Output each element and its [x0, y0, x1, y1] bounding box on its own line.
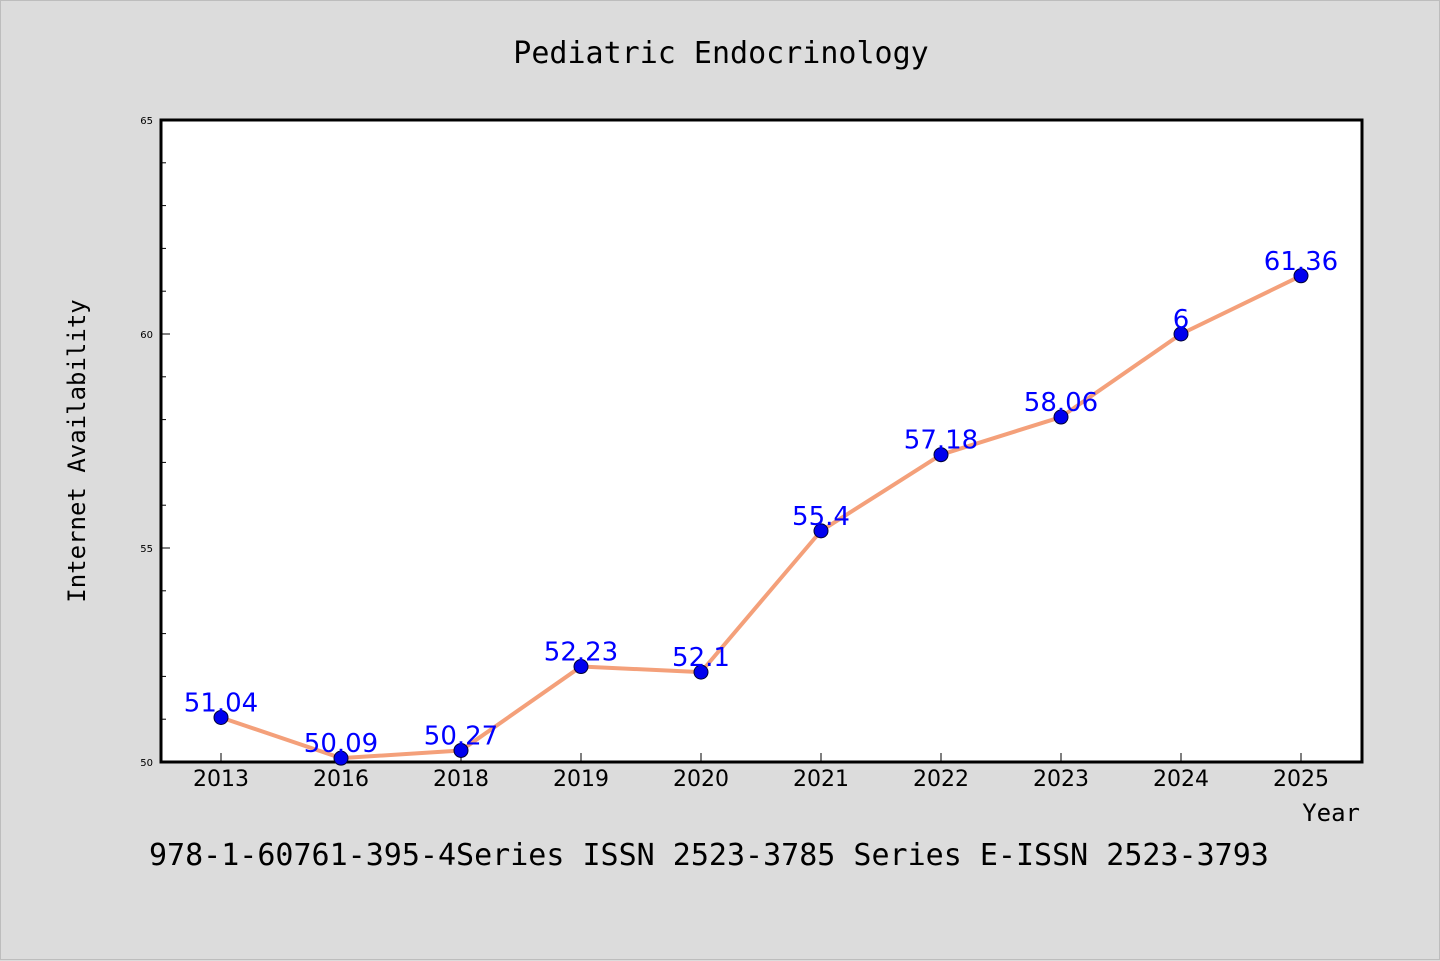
data-point — [333, 750, 349, 766]
data-label: 55.4 — [792, 502, 850, 532]
data-label: 61.36 — [1264, 247, 1338, 277]
data-label: 57.18 — [904, 426, 978, 456]
chart-title: Pediatric Endocrinology — [513, 36, 928, 71]
series-line — [219, 273, 1303, 761]
y-tick-label: 55 — [140, 544, 153, 555]
data-point — [693, 664, 709, 680]
footer-isbn-issn: 978-1-60761-395-4Series ISSN 2523-3785 S… — [149, 838, 1269, 873]
plot-area — [159, 118, 1364, 764]
data-point — [1053, 409, 1069, 425]
data-label: 58.06 — [1024, 388, 1098, 418]
data-label: 6 — [1173, 305, 1190, 335]
data-label: 51.04 — [184, 688, 258, 718]
y-tick-label: 60 — [140, 330, 153, 341]
data-label: 50.27 — [424, 721, 498, 751]
data-point — [1173, 326, 1189, 342]
series-group: 51.04 50.09 50.27 52.23 52.1 55.4 57.18 58.06 6 6… — [184, 247, 1338, 766]
x-tick-label: 2019 — [553, 767, 609, 792]
x-tick-label: 2021 — [793, 767, 849, 792]
data-point — [813, 523, 829, 539]
y-axis: 50 55 60 65 — [140, 116, 170, 769]
data-label: 52.1 — [672, 643, 730, 673]
x-tick-label: 2013 — [193, 767, 249, 792]
x-tick-label: 2022 — [913, 767, 969, 792]
x-tick-label: 2020 — [673, 767, 729, 792]
data-label: 52.23 — [544, 638, 618, 668]
data-point — [573, 659, 589, 675]
y-tick-label: 50 — [140, 758, 153, 769]
y-tick-label: 65 — [140, 116, 153, 127]
x-axis: 2013 2016 2018 2019 2020 2021 2022 2023 2024 2025 — [193, 753, 1329, 792]
x-tick-label: 2025 — [1273, 767, 1329, 792]
data-point — [453, 742, 469, 758]
x-tick-label: 2016 — [313, 767, 369, 792]
data-point — [213, 709, 229, 725]
data-point — [1293, 268, 1309, 284]
x-tick-label: 2018 — [433, 767, 489, 792]
x-axis-label: Year — [1302, 799, 1360, 827]
data-point — [933, 447, 949, 463]
data-label: 50.09 — [304, 729, 378, 759]
x-tick-label: 2024 — [1153, 767, 1209, 792]
x-tick-label: 2023 — [1033, 767, 1089, 792]
y-axis-label: Internet Availability — [63, 299, 91, 602]
